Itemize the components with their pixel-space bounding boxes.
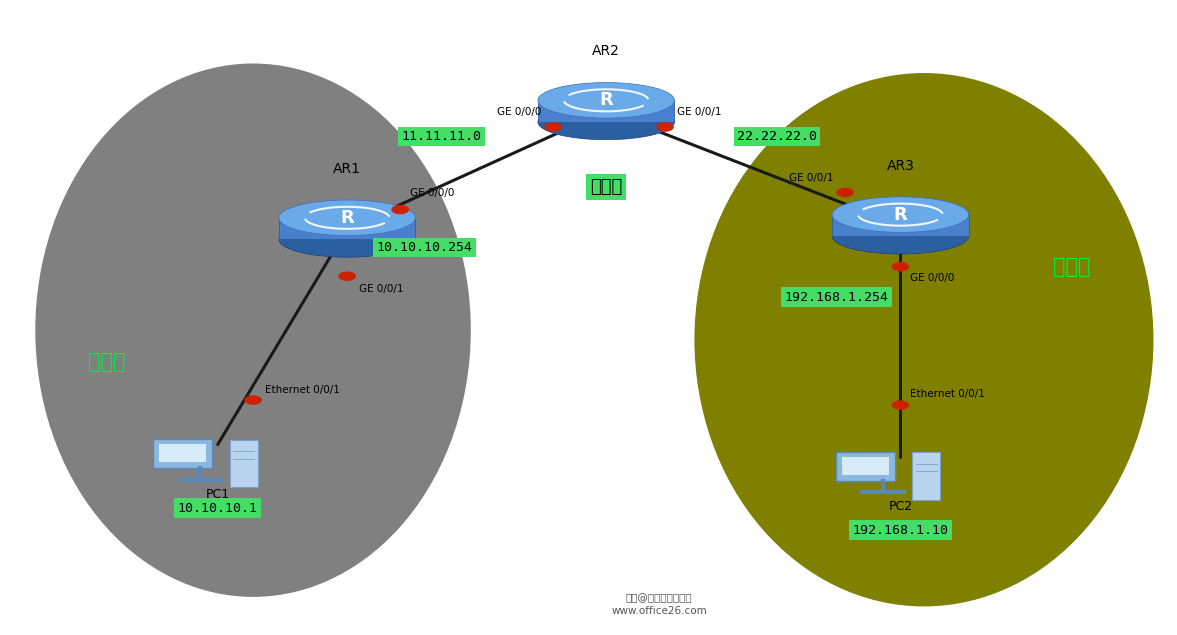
FancyBboxPatch shape: [842, 457, 889, 475]
Circle shape: [892, 262, 910, 272]
Circle shape: [339, 272, 355, 281]
Ellipse shape: [279, 222, 415, 257]
Ellipse shape: [832, 218, 969, 254]
Circle shape: [391, 204, 410, 215]
Text: GE 0/0/0: GE 0/0/0: [410, 188, 454, 198]
Ellipse shape: [694, 73, 1153, 606]
Text: GE 0/0/0: GE 0/0/0: [910, 273, 955, 283]
Text: 11.11.11.0: 11.11.11.0: [401, 130, 481, 143]
Circle shape: [544, 122, 561, 132]
Text: 192.168.1.10: 192.168.1.10: [852, 524, 949, 537]
Text: AR3: AR3: [886, 159, 915, 173]
Ellipse shape: [538, 83, 674, 118]
Text: 22.22.22.0: 22.22.22.0: [737, 130, 817, 143]
Text: R: R: [599, 91, 613, 109]
Text: 头条@工程男的教程网
www.office26.com: 头条@工程男的教程网 www.office26.com: [611, 592, 707, 616]
FancyBboxPatch shape: [832, 215, 969, 236]
Text: 教育楼: 教育楼: [88, 352, 126, 372]
Circle shape: [656, 122, 673, 132]
FancyBboxPatch shape: [836, 452, 895, 481]
Text: 10.10.10.254: 10.10.10.254: [377, 241, 473, 254]
Text: AR1: AR1: [333, 162, 361, 176]
Text: AR2: AR2: [592, 44, 620, 58]
Ellipse shape: [832, 197, 969, 232]
Text: GE 0/0/1: GE 0/0/1: [677, 107, 722, 117]
Text: GE 0/0/1: GE 0/0/1: [359, 284, 404, 295]
Text: 192.168.1.254: 192.168.1.254: [785, 291, 889, 304]
FancyBboxPatch shape: [159, 444, 206, 462]
Ellipse shape: [35, 64, 471, 597]
Text: R: R: [340, 209, 354, 227]
Circle shape: [836, 188, 855, 197]
Text: GE 0/0/1: GE 0/0/1: [789, 173, 833, 183]
Text: 行政楼: 行政楼: [590, 178, 623, 196]
Ellipse shape: [538, 104, 674, 140]
FancyBboxPatch shape: [279, 218, 415, 239]
Circle shape: [245, 395, 261, 405]
FancyBboxPatch shape: [230, 439, 258, 488]
Text: Ethernet 0/0/1: Ethernet 0/0/1: [910, 389, 985, 399]
FancyBboxPatch shape: [912, 452, 940, 500]
FancyBboxPatch shape: [153, 439, 212, 469]
Ellipse shape: [279, 200, 415, 236]
Text: 10.10.10.1: 10.10.10.1: [178, 502, 258, 514]
FancyBboxPatch shape: [538, 100, 674, 122]
Text: Ethernet 0/0/1: Ethernet 0/0/1: [265, 385, 340, 395]
Text: GE 0/0/0: GE 0/0/0: [497, 107, 541, 117]
Text: PC2: PC2: [889, 500, 912, 513]
Text: PC1: PC1: [206, 488, 230, 500]
Text: 综合楼: 综合楼: [1053, 257, 1091, 277]
Text: R: R: [893, 206, 907, 224]
Circle shape: [892, 401, 910, 410]
